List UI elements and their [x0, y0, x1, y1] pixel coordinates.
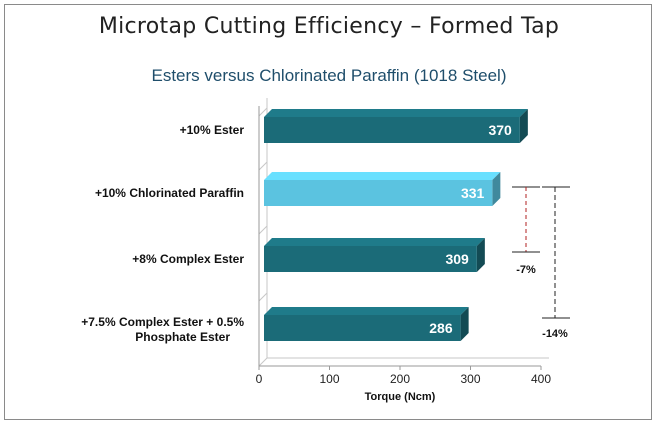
annotation-label: -14%	[542, 328, 568, 340]
x-tick-label: 0	[256, 372, 263, 386]
x-tick-label: 200	[390, 372, 410, 386]
bar-value-label: 370	[488, 122, 512, 138]
chart-frame	[4, 4, 652, 420]
bar-top-face	[264, 307, 469, 315]
category-label: +8% Complex Ester	[132, 252, 244, 266]
bar-side-face	[492, 172, 501, 206]
category-label: +10% Ester	[180, 123, 245, 137]
x-tick-label: 400	[531, 372, 551, 386]
category-divider	[258, 225, 268, 235]
annotation-label: -7%	[516, 264, 536, 276]
bar-side-face	[460, 307, 469, 341]
category-label: +7.5% Complex Ester + 0.5%	[81, 315, 244, 329]
bar-side-face	[519, 109, 528, 143]
chart-subtitle: Esters versus Chlorinated Paraffin (1018…	[151, 66, 507, 85]
bar-side-face	[476, 238, 485, 272]
bar	[264, 180, 493, 206]
bar-value-label: 309	[445, 251, 469, 267]
category-divider	[258, 107, 268, 117]
bar	[264, 246, 477, 272]
bar-top-face	[264, 172, 501, 180]
bar	[264, 315, 461, 341]
bar-value-label: 286	[429, 320, 453, 336]
category-divider	[258, 292, 268, 302]
x-axis-title: Torque (Ncm)	[365, 391, 436, 403]
floor-depth-edge	[258, 357, 268, 367]
x-tick-label: 100	[319, 372, 339, 386]
bar-top-face	[264, 238, 485, 246]
bar-top-face	[264, 109, 528, 117]
x-tick-label: 300	[460, 372, 480, 386]
bar	[264, 117, 520, 143]
category-label-line2: Phosphate Ester	[135, 330, 230, 344]
category-label: +10% Chlorinated Paraffin	[95, 186, 244, 200]
category-divider	[258, 161, 268, 171]
main-title: Microtap Cutting Efficiency – Formed Tap	[98, 14, 560, 39]
bar-value-label: 331	[461, 185, 485, 201]
